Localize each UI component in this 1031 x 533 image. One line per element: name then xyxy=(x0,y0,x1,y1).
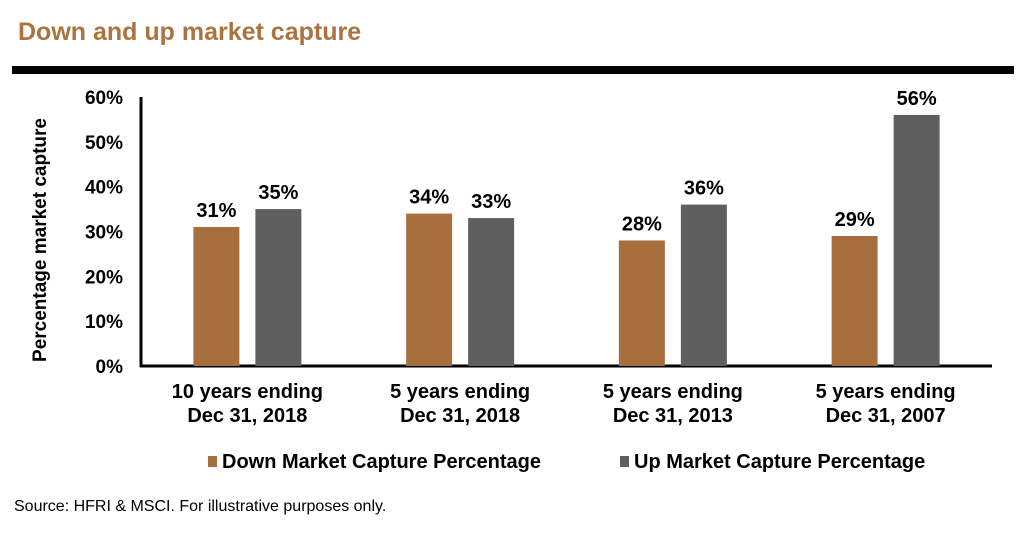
data-label: 33% xyxy=(471,191,511,213)
y-tick-label: 60% xyxy=(85,88,123,109)
source-note: Source: HFRI & MSCI. For illustrative pu… xyxy=(14,498,387,515)
data-label: 56% xyxy=(897,88,937,110)
x-tick-label: 5 years ending xyxy=(816,381,956,403)
data-label: 35% xyxy=(258,182,298,204)
y-tick-label: 10% xyxy=(85,312,123,333)
bar xyxy=(618,240,665,366)
y-tick-label: 50% xyxy=(85,133,123,154)
bar xyxy=(680,204,727,366)
x-tick-label: Dec 31, 2013 xyxy=(613,405,733,427)
bar xyxy=(193,227,240,366)
legend-swatch xyxy=(208,456,217,467)
bar xyxy=(831,235,878,366)
legend-swatch xyxy=(620,456,629,467)
x-tick-label: Dec 31, 2007 xyxy=(826,405,946,427)
data-label: 31% xyxy=(196,200,236,222)
plot-area: 0% 10% 20% 30% 40% 50% 60% 31% 35% 10 years endin… xyxy=(85,88,992,427)
x-tick-label: 10 years ending xyxy=(172,381,323,403)
y-tick-label: 0% xyxy=(96,357,124,378)
data-label: 29% xyxy=(835,209,875,231)
chart-title: Down and up market capture xyxy=(18,18,362,46)
y-axis-label: Percentage market capture xyxy=(30,118,51,362)
data-label: 36% xyxy=(684,178,724,200)
x-tick-label: 5 years ending xyxy=(390,381,530,403)
y-tick-label: 40% xyxy=(85,178,123,199)
bar xyxy=(255,209,302,366)
x-tick-label: Dec 31, 2018 xyxy=(400,405,520,427)
y-tick-label: 30% xyxy=(85,223,123,244)
legend: Down Market Capture Percentage Up Market … xyxy=(208,451,925,473)
bar xyxy=(406,213,453,366)
data-label: 34% xyxy=(409,187,449,209)
x-tick-label: 5 years ending xyxy=(603,381,743,403)
x-tick-label: Dec 31, 2018 xyxy=(187,405,307,427)
bar xyxy=(468,218,515,366)
y-tick-label: 20% xyxy=(85,267,123,288)
legend-label: Up Market Capture Percentage xyxy=(634,451,925,473)
title-rule xyxy=(12,66,1014,74)
legend-label: Down Market Capture Percentage xyxy=(222,451,541,473)
data-label: 28% xyxy=(622,213,662,235)
bar xyxy=(893,114,940,366)
